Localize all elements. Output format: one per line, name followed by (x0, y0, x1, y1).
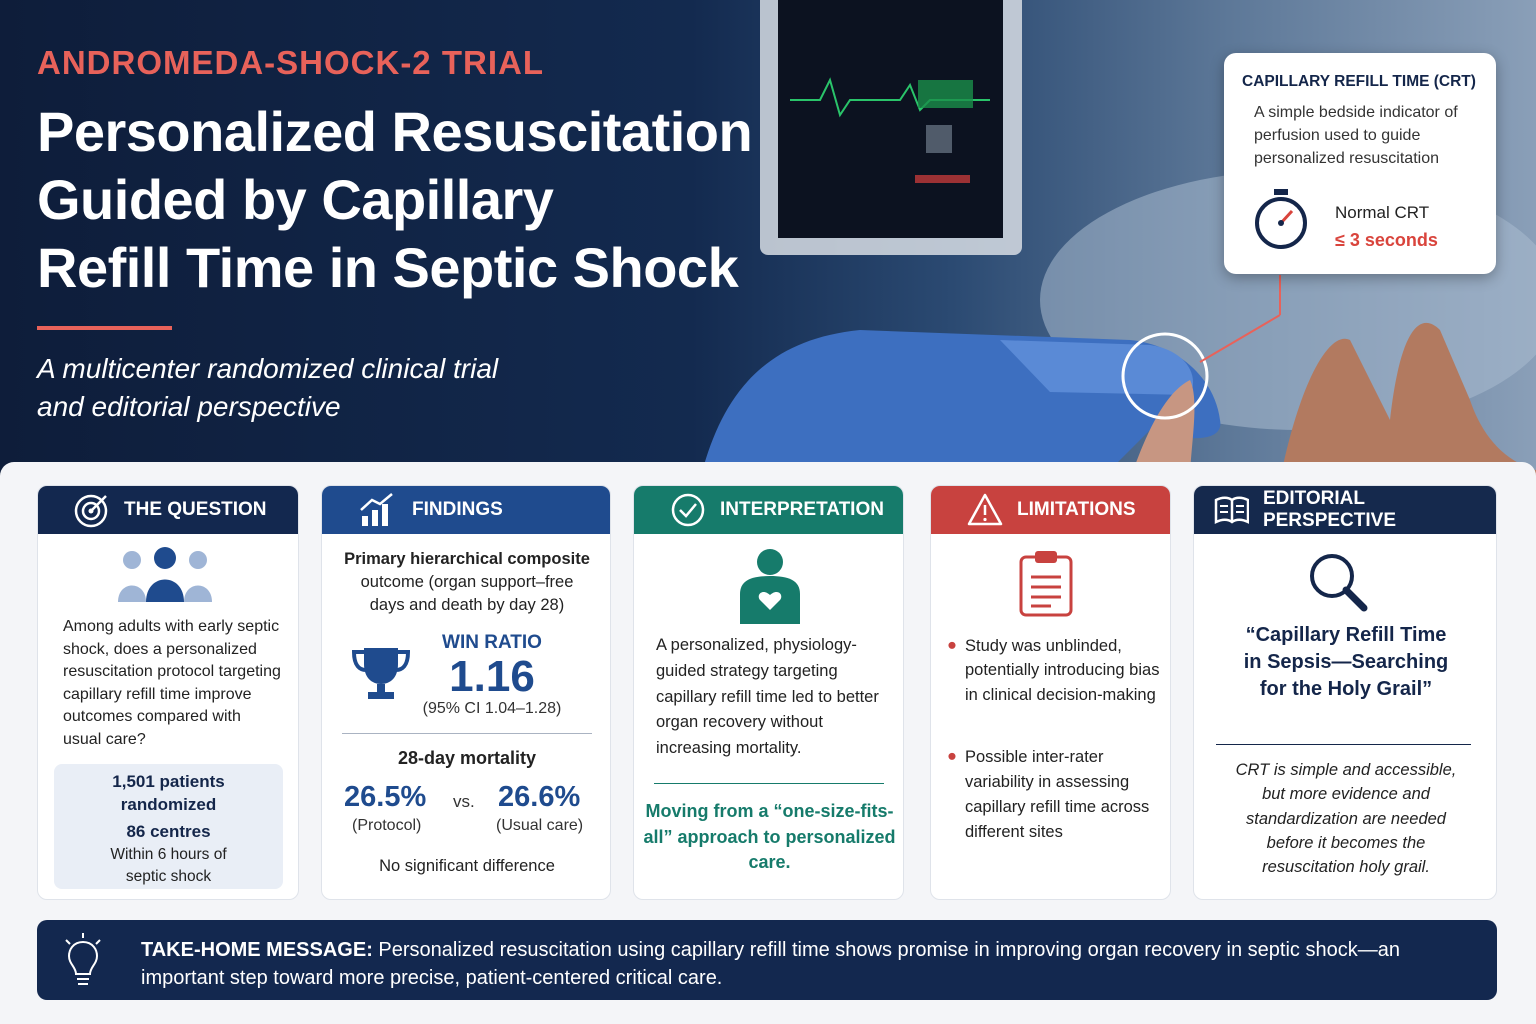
centres: 86 centres (126, 822, 211, 841)
card-header: FINDINGS (322, 486, 610, 534)
card-heading: THE QUESTION (124, 499, 267, 520)
limitation-bullet: ● Study was unblinded, potentially intro… (947, 634, 1161, 707)
card-heading: LIMITATIONS (1017, 499, 1136, 520)
usual-label: (Usual care) (496, 817, 584, 834)
limitation-bullet: ● Possible inter-rater variability in as… (947, 745, 1161, 845)
interpretation-text: A personalized, physiology-guided strate… (656, 636, 879, 758)
interpretation-highlight: Moving from a “one-size-fits-all” approa… (643, 801, 896, 872)
findings-card: FINDINGS Primary hierarchical composite … (321, 485, 611, 900)
usual-value: 26.6% (498, 781, 581, 813)
protocol-value: 26.5% (344, 781, 427, 813)
patients: 1,501 patients randomized (112, 772, 225, 814)
card-heading: INTERPRETATION (720, 499, 884, 520)
card-header: INTERPRETATION (634, 486, 903, 534)
subtitle: A multicenter randomized clinical trial … (37, 350, 498, 426)
editorial-card: EDITORIAL PERSPECTIVE “Capillary Refill … (1193, 485, 1497, 900)
warning-icon (967, 493, 1003, 526)
outcome-title: Primary hierarchical composite (344, 550, 590, 568)
title-line: Guided by Capillary (37, 168, 554, 231)
win-ratio: WIN RATIO 1.16 (95% CI 1.04–1.28) (422, 632, 562, 718)
no-difference: No significant difference (379, 857, 555, 875)
take-home: TAKE-HOME MESSAGE: Personalized resuscit… (37, 920, 1497, 1000)
outcome: Primary hierarchical composite outcome (… (322, 548, 610, 617)
title-line: Refill Time in Septic Shock (37, 236, 739, 299)
win-ratio-ci: (95% CI 1.04–1.28) (422, 700, 562, 717)
stopwatch-icon (1255, 189, 1307, 249)
take-home-text: Personalized resuscitation using capilla… (141, 939, 1400, 989)
book-icon (1214, 496, 1249, 525)
title-rule (37, 326, 172, 330)
card-header: THE QUESTION (38, 486, 298, 534)
clipboard-icon (1019, 551, 1073, 617)
title-line: Personalized Resuscitation (37, 100, 753, 163)
limitation-text: Possible inter-rater variability in asse… (965, 748, 1150, 841)
divider (1216, 744, 1471, 745)
target-icon (74, 494, 108, 528)
kicker: ANDROMEDA-SHOCK-2 TRIAL (37, 44, 544, 81)
divider (342, 733, 592, 734)
check-icon (671, 493, 705, 527)
people-icon (118, 547, 212, 602)
editorial-text: CRT is simple and accessible, but more e… (1235, 761, 1457, 877)
outcome-text: outcome (organ support–free days and dea… (360, 573, 574, 614)
crt-normal-label: Normal CRT (1335, 203, 1430, 222)
card-heading: FINDINGS (412, 499, 503, 520)
patient-icon (740, 549, 800, 624)
magnifier-icon (1310, 554, 1368, 612)
timing: Within 6 hours of septic shock (110, 846, 227, 885)
subtitle-line: and editorial perspective (37, 391, 341, 422)
crt-title: CAPILLARY REFILL TIME (CRT) (1242, 73, 1476, 90)
limitations-card: LIMITATIONS ● Study was unblinded, poten… (930, 485, 1171, 900)
card-header: LIMITATIONS (931, 486, 1170, 534)
mortality-title: 28-day mortality (397, 748, 537, 768)
editorial-quote: “Capillary Refill Time in Sepsis—Searchi… (1243, 624, 1449, 700)
title: Personalized Resuscitation Guided by Cap… (37, 98, 753, 302)
limitation-text: Study was unblinded, potentially introdu… (965, 637, 1160, 704)
crt-box: CAPILLARY REFILL TIME (CRT) A simple bed… (1224, 53, 1496, 274)
question-stats: 1,501 patients randomized 86 centres Wit… (54, 764, 283, 889)
trophy-icon (351, 648, 411, 699)
card-heading: EDITORIAL PERSPECTIVE (1262, 488, 1396, 531)
bullet-dot: ● (947, 636, 957, 654)
subtitle-line: A multicenter randomized clinical trial (37, 353, 499, 384)
bulb-icon (65, 933, 101, 985)
win-ratio-label: WIN RATIO (442, 632, 542, 653)
question-text: Among adults with early septic shock, do… (63, 618, 281, 748)
vs: vs. (453, 792, 475, 811)
card-header: EDITORIAL PERSPECTIVE (1194, 486, 1496, 534)
take-home-label: TAKE-HOME MESSAGE: (141, 939, 373, 961)
chart-icon (360, 493, 393, 526)
question-card: THE QUESTION Among adults with early sep… (37, 485, 299, 900)
interpretation-card: INTERPRETATION A personalized, physiolog… (633, 485, 904, 900)
bullet-dot: ● (947, 747, 957, 765)
divider (654, 783, 884, 784)
win-ratio-value: 1.16 (449, 652, 535, 701)
hero: ANDROMEDA-SHOCK-2 TRIAL Personalized Res… (0, 0, 1536, 480)
crt-normal-value: ≤ 3 seconds (1335, 230, 1438, 250)
protocol-label: (Protocol) (352, 817, 422, 834)
crt-description: A simple bedside indicator of perfusion … (1254, 104, 1458, 167)
